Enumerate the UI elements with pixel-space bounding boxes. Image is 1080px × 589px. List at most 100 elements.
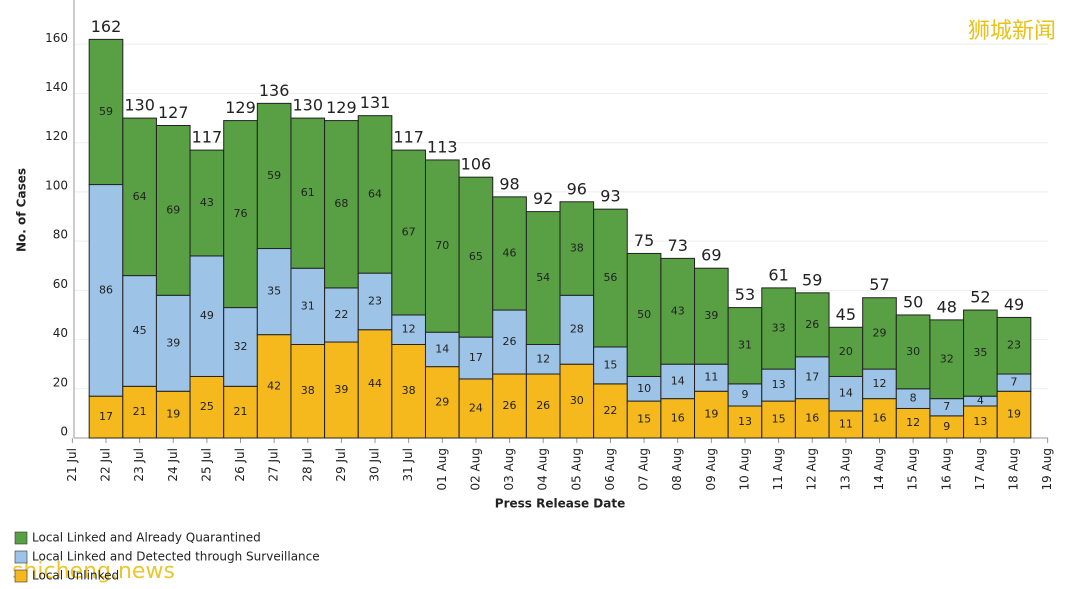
bar-segment [996,316,1032,375]
total-label: 130 [293,96,324,115]
bar-segment [189,149,225,257]
x-tick-label: 01 Aug [435,448,449,491]
data-label: 56 [603,271,617,284]
y-tick-label: 0 [60,425,68,439]
data-label: 22 [603,404,617,417]
data-label: 43 [671,304,685,317]
data-label: 15 [637,413,651,426]
bar-segment [694,363,729,392]
x-tick-label: 09 Aug [704,448,718,491]
data-label: 31 [301,299,315,312]
data-label: 64 [368,187,382,200]
data-label: 68 [334,197,348,210]
data-label: 29 [435,395,449,408]
data-label: 59 [267,169,281,182]
data-label: 59 [99,105,113,118]
x-tick-label: 28 Jul [300,448,314,482]
data-label: 11 [839,417,853,430]
total-label: 69 [701,246,721,265]
x-tick-label: 06 Aug [603,448,617,491]
data-label: 39 [334,383,348,396]
data-label: 16 [671,411,685,424]
x-axis-title: Press Release Date [495,497,625,511]
x-tick-label: 15 Aug [906,448,920,491]
bar-segment [256,248,292,336]
y-tick-label: 40 [53,326,68,340]
x-tick-label: 23 Jul [132,448,146,482]
data-label: 43 [200,196,214,209]
y-tick-label: 160 [45,31,68,45]
bar-segment [155,124,191,296]
data-label: 69 [166,203,180,216]
data-label: 17 [99,410,113,423]
data-label: 23 [1007,339,1021,352]
data-label: 26 [503,399,517,412]
data-label: 38 [570,242,584,255]
x-tick-label: 19 Aug [1040,448,1054,491]
bar-segment [458,176,494,338]
total-label: 48 [937,297,957,316]
x-tick-label: 04 Aug [536,448,550,491]
bar-segment [525,343,561,375]
data-label: 30 [906,345,920,358]
bar-segment [290,267,326,345]
bar-segment [694,267,729,365]
bar-segment [996,390,1032,439]
data-label: 17 [805,371,819,384]
total-label: 53 [735,285,755,304]
data-label: 10 [637,382,651,395]
bar-segment [324,287,359,343]
x-tick-label: 05 Aug [569,448,583,491]
bar-segment [391,149,426,316]
data-label: 65 [469,250,483,263]
bar-segment [963,405,998,439]
bar-segment [189,255,225,377]
bar-segment [290,343,326,439]
total-label: 92 [533,189,553,208]
data-label: 19 [166,408,180,421]
data-label: 13 [738,415,752,428]
data-label: 31 [738,339,752,352]
data-label: 11 [704,371,718,384]
data-label: 45 [133,324,147,337]
bar-segment [122,117,157,277]
data-label: 20 [839,345,853,358]
bar-segment [223,120,258,309]
data-label: 22 [334,308,348,321]
legend-swatch [14,569,28,583]
watermark: shicheng.news [12,559,175,584]
data-label: 24 [469,401,483,414]
data-label: 19 [1007,408,1021,421]
data-label: 86 [99,283,113,296]
total-label: 57 [869,275,889,294]
data-label: 12 [872,377,886,390]
data-label: 32 [234,340,248,353]
total-label: 96 [567,179,587,198]
x-tick-label: 13 Aug [838,448,852,491]
data-label: 44 [368,377,382,390]
bar-segment [492,309,527,375]
data-label: 39 [166,336,180,349]
data-label: 12 [906,416,920,429]
bar-segment [223,385,258,439]
data-label: 67 [402,226,416,239]
total-label: 117 [192,128,223,147]
data-label: 39 [704,309,718,322]
data-label: 12 [402,323,416,336]
total-label: 162 [91,17,122,36]
y-axis-title: No. of Cases [15,168,29,252]
total-label: 106 [461,155,492,174]
total-label: 75 [634,231,654,250]
data-label: 32 [940,352,954,365]
bar-segment [727,405,763,439]
total-label: 131 [360,93,391,112]
data-label: 70 [435,239,449,252]
bar-segment [761,287,796,370]
bar-segment [559,201,595,296]
y-tick-label: 20 [53,375,68,389]
data-label: 35 [267,285,281,298]
total-label: 113 [427,137,458,156]
data-label: 50 [637,308,651,321]
x-tick-label: 02 Aug [468,448,482,491]
